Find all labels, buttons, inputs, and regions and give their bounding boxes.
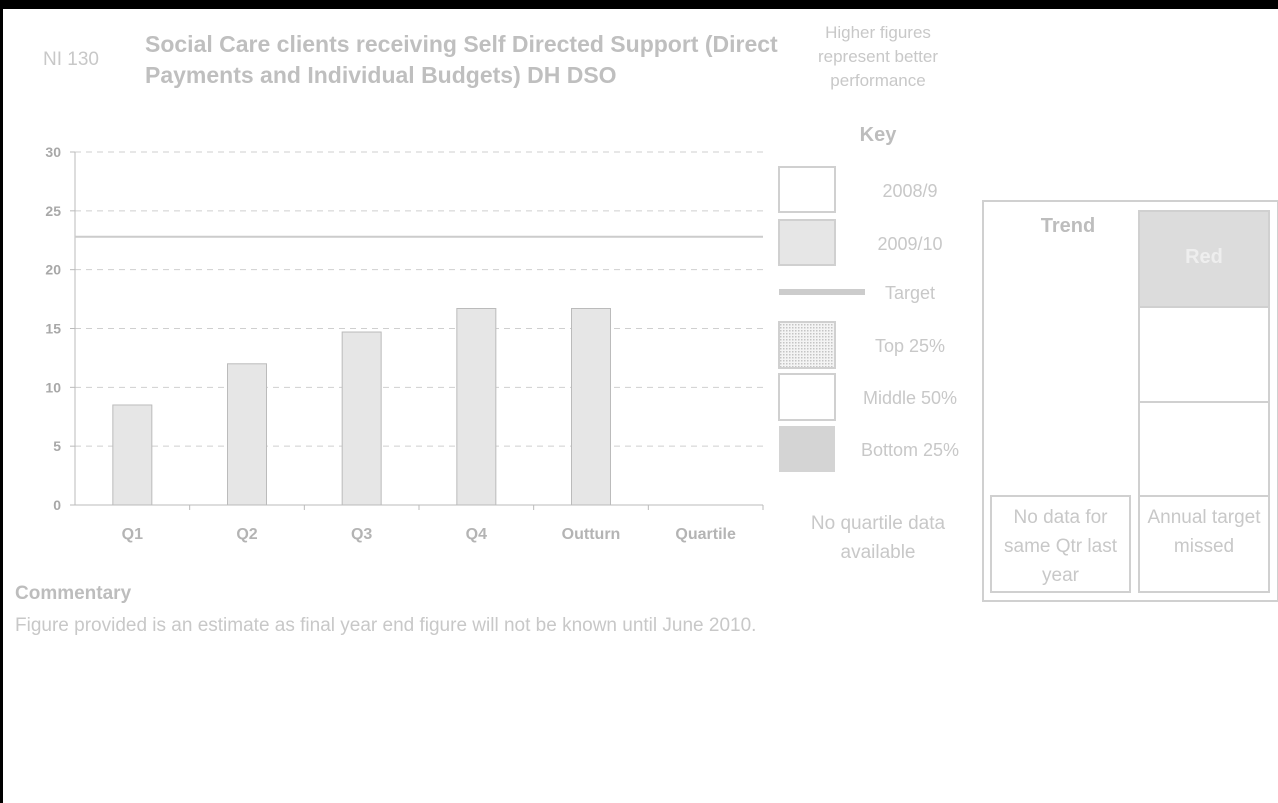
quartile-note: No quartile data available [810, 513, 946, 563]
indicator: NI 130 [43, 49, 99, 70]
y-tick-label: 10 [45, 379, 61, 395]
legend-label: 2008/9 [882, 181, 937, 201]
y-tick-label: 0 [53, 497, 61, 513]
commentary-heading: Commentary [15, 583, 132, 604]
y-tick-label: 25 [45, 203, 61, 219]
legend-swatch [778, 321, 836, 369]
legend-swatch [778, 373, 836, 421]
legend-swatch [779, 289, 865, 295]
bar [112, 404, 153, 506]
x-tick-label: Q2 [236, 526, 257, 543]
trend-note-box [990, 495, 1131, 593]
legend-label: Top 25% [875, 336, 945, 356]
y-tick-label: 20 [45, 262, 61, 278]
bar [341, 331, 382, 506]
legend-label: 2009/10 [877, 234, 942, 254]
y-tick-label: 30 [45, 144, 61, 160]
x-tick-label: Quartile [675, 526, 736, 543]
x-tick-label: Q4 [466, 526, 487, 543]
trend-title: Trend [1040, 215, 1096, 237]
legend-swatch [779, 426, 835, 472]
status: Red [1185, 246, 1223, 268]
legend-label: Bottom 25% [861, 440, 959, 460]
target-note: Annual target missed [1147, 507, 1261, 557]
bar [456, 307, 497, 506]
chart-title: Social Care clients receiving Self Direc… [145, 31, 778, 88]
y-tick-label: 15 [45, 321, 61, 337]
legend-label: Middle 50% [863, 388, 957, 408]
y-tick-label: 5 [53, 438, 61, 454]
bar [571, 307, 611, 506]
commentary-text: Figure provided is an estimate as final … [15, 615, 757, 636]
performance-note: Higher figures represent better performa… [817, 23, 938, 90]
legend-swatch [778, 219, 836, 266]
x-tick-label: Q1 [122, 526, 143, 543]
bar [227, 363, 267, 506]
legend-label: Target [885, 283, 935, 303]
key-title: Key [859, 124, 897, 146]
trend-note: No data for same Qtr last year [1004, 507, 1117, 586]
legend-swatch [778, 166, 836, 213]
target-note-box [1138, 495, 1270, 593]
chart: 0 5 10 15 20 25 30 Q1 Q2 Q3 Q4 Outturn Quartile 2008/… [45, 144, 959, 543]
x-tick-label: Q3 [351, 526, 372, 543]
x-tick-label: Outturn [562, 526, 621, 543]
